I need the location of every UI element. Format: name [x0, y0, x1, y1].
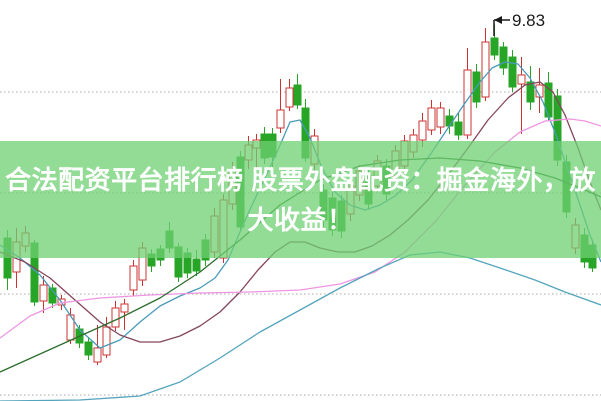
- candle-up: [418, 120, 427, 141]
- peak-price-label: 9.83: [512, 11, 545, 30]
- candle-up: [481, 41, 490, 98]
- candle-down: [454, 121, 463, 136]
- candle-down: [526, 81, 535, 103]
- promo-banner-text-line1: 合法配资平台排行榜 股票外盘配资：掘金海外，放: [5, 164, 596, 195]
- candle-down: [293, 84, 302, 106]
- candle-up: [517, 74, 526, 85]
- candle-up: [120, 303, 129, 313]
- candle-down: [192, 258, 201, 272]
- candle-up: [276, 109, 285, 129]
- candle-down: [508, 56, 517, 88]
- candle-up: [39, 284, 48, 302]
- candle-down: [499, 46, 508, 69]
- candle-up: [463, 69, 472, 136]
- candle-down: [490, 37, 499, 56]
- candle-up: [93, 347, 102, 363]
- candle-up: [436, 107, 445, 128]
- promo-banner-text-line2: 大收益！: [247, 204, 354, 235]
- annotation-arrowhead: [494, 16, 502, 24]
- promo-banner-overlay: 合法配资平台排行榜 股票外盘配资：掘金海外，放 大收益！: [0, 141, 601, 258]
- candle-up: [111, 307, 120, 328]
- candle-up: [129, 265, 138, 291]
- candle-up: [285, 87, 294, 108]
- candle-up: [427, 107, 436, 131]
- candle-up: [102, 326, 111, 356]
- candle-up: [535, 84, 544, 98]
- candle-down: [84, 341, 93, 356]
- ma-long-lightblue: [0, 251, 601, 401]
- ma-pink: [0, 118, 601, 339]
- candle-down: [445, 115, 454, 127]
